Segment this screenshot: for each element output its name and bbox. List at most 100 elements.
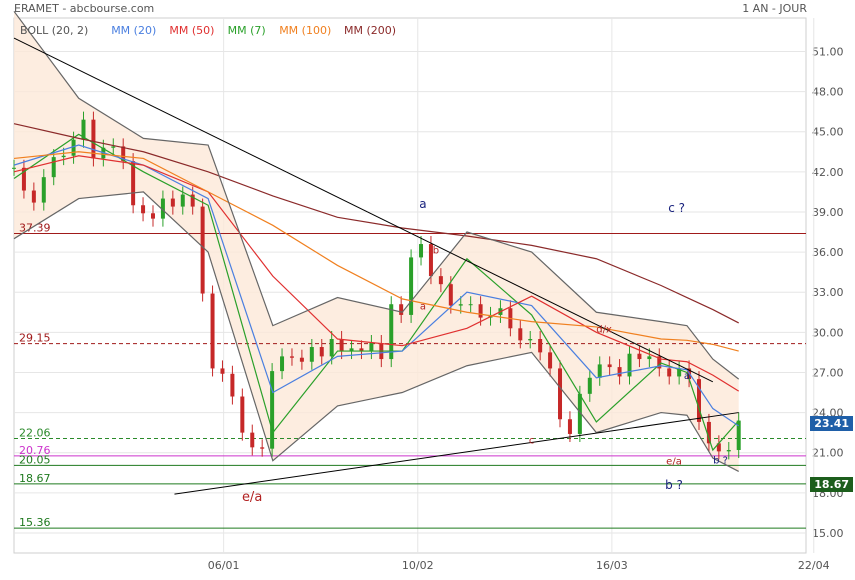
- candle-body: [12, 167, 16, 169]
- chart-title: ERAMET - abcbourse.com: [14, 2, 155, 15]
- candle-body: [270, 371, 275, 449]
- candle-body: [250, 432, 255, 448]
- y-tick-label: 27.00: [812, 366, 844, 379]
- candle-body: [597, 364, 602, 378]
- candle-body: [339, 339, 344, 352]
- candle-body: [230, 373, 235, 397]
- candle-body: [131, 161, 136, 206]
- y-tick-label: 33.00: [812, 286, 844, 299]
- candle-body: [21, 167, 26, 191]
- candle-body: [677, 368, 682, 377]
- candle-body: [359, 348, 364, 352]
- series-line-5: [13, 10, 740, 380]
- x-tick-label: 06/01: [208, 559, 240, 572]
- candle-body: [706, 421, 711, 444]
- candle-body: [736, 420, 741, 451]
- wave-annotation: d/x: [596, 324, 612, 335]
- y-tick-label: 45.00: [812, 126, 844, 139]
- series-line-3: [13, 151, 739, 352]
- wave-annotation: e/a: [242, 490, 262, 505]
- candle-body: [240, 396, 245, 433]
- candle-body: [448, 284, 453, 306]
- candle-body: [518, 328, 523, 341]
- candle-body: [587, 377, 592, 394]
- chart-period[interactable]: 1 AN - JOUR: [742, 2, 807, 15]
- last-price-tag: 23.41: [810, 416, 853, 431]
- y-tick-label: 21.00: [812, 447, 844, 460]
- legend-item-2: MM (50): [169, 24, 214, 37]
- candle-body: [31, 190, 36, 203]
- candle-body: [478, 304, 483, 318]
- wave-annotation: c: [529, 435, 535, 446]
- candle-body: [200, 206, 205, 294]
- y-tick-label: 30.00: [812, 326, 844, 339]
- candle-body: [289, 356, 294, 358]
- wave-annotation: e/a: [666, 457, 682, 468]
- wave-annotation: a: [420, 302, 426, 313]
- candle-body: [349, 348, 354, 352]
- series-line-0: [13, 133, 740, 452]
- candle-body: [111, 146, 116, 148]
- y-tick-label: 48.00: [812, 86, 844, 99]
- candle-body: [607, 364, 612, 368]
- y-tick-label: 15.00: [812, 527, 844, 540]
- series-line-6: [13, 191, 739, 472]
- candle-body: [91, 119, 96, 159]
- wave-annotation: a: [419, 197, 426, 211]
- candle-body: [577, 393, 582, 434]
- candle-body: [121, 146, 126, 162]
- candle-body: [41, 177, 46, 203]
- series-line-1: [13, 144, 740, 427]
- y-tick-label: 36.00: [812, 246, 844, 259]
- candle-body: [319, 347, 324, 357]
- candle-body: [428, 244, 433, 277]
- candle-body: [419, 244, 424, 258]
- level-label-29.15: 29.15: [19, 332, 51, 345]
- candle-body: [299, 357, 304, 362]
- candle-body: [696, 379, 701, 422]
- candle-body: [61, 155, 66, 158]
- candle-body: [309, 347, 314, 362]
- candle-body: [81, 119, 86, 140]
- candle-body: [150, 213, 155, 219]
- series-line-2: [13, 155, 740, 392]
- candle-body: [538, 339, 543, 353]
- wave-annotation: c ?: [668, 201, 685, 215]
- candle-body: [71, 139, 76, 156]
- candle-body: [637, 353, 642, 360]
- x-tick-label: 22/04: [798, 559, 830, 572]
- candle-body: [438, 276, 443, 285]
- level-label-18.67: 18.67: [19, 472, 51, 485]
- legend-item-3: MM (7): [228, 24, 266, 37]
- candle-body: [210, 293, 215, 369]
- y-tick-label: 39.00: [812, 206, 844, 219]
- x-tick-label: 10/02: [402, 559, 434, 572]
- wave-annotation: b: [433, 245, 439, 256]
- candle-body: [567, 419, 572, 434]
- support-price-tag: 18.67: [810, 477, 853, 492]
- candle-body: [627, 353, 632, 377]
- candle-body: [617, 367, 622, 377]
- candle-body: [190, 194, 195, 207]
- candle-body: [528, 339, 533, 341]
- candle-body: [647, 356, 652, 360]
- legend-item-0: BOLL (20, 2): [20, 24, 88, 37]
- candle-body: [726, 450, 731, 452]
- candle-body: [548, 352, 553, 369]
- candle-body: [369, 343, 374, 352]
- y-tick-label: 51.00: [812, 45, 844, 58]
- candle-body: [558, 368, 563, 420]
- bollinger-band-fill: [14, 11, 739, 472]
- wave-annotation: b ?: [665, 478, 683, 492]
- level-label-20.76: 20.76: [19, 444, 51, 457]
- candle-body: [399, 304, 404, 315]
- trendline-1: [174, 412, 739, 495]
- candle-body: [170, 198, 175, 207]
- candle-body: [468, 304, 473, 306]
- candle-body: [329, 339, 334, 357]
- series-line-4: [13, 123, 739, 324]
- candle-body: [180, 194, 185, 207]
- candle-body: [51, 157, 56, 178]
- candle-body: [389, 304, 394, 360]
